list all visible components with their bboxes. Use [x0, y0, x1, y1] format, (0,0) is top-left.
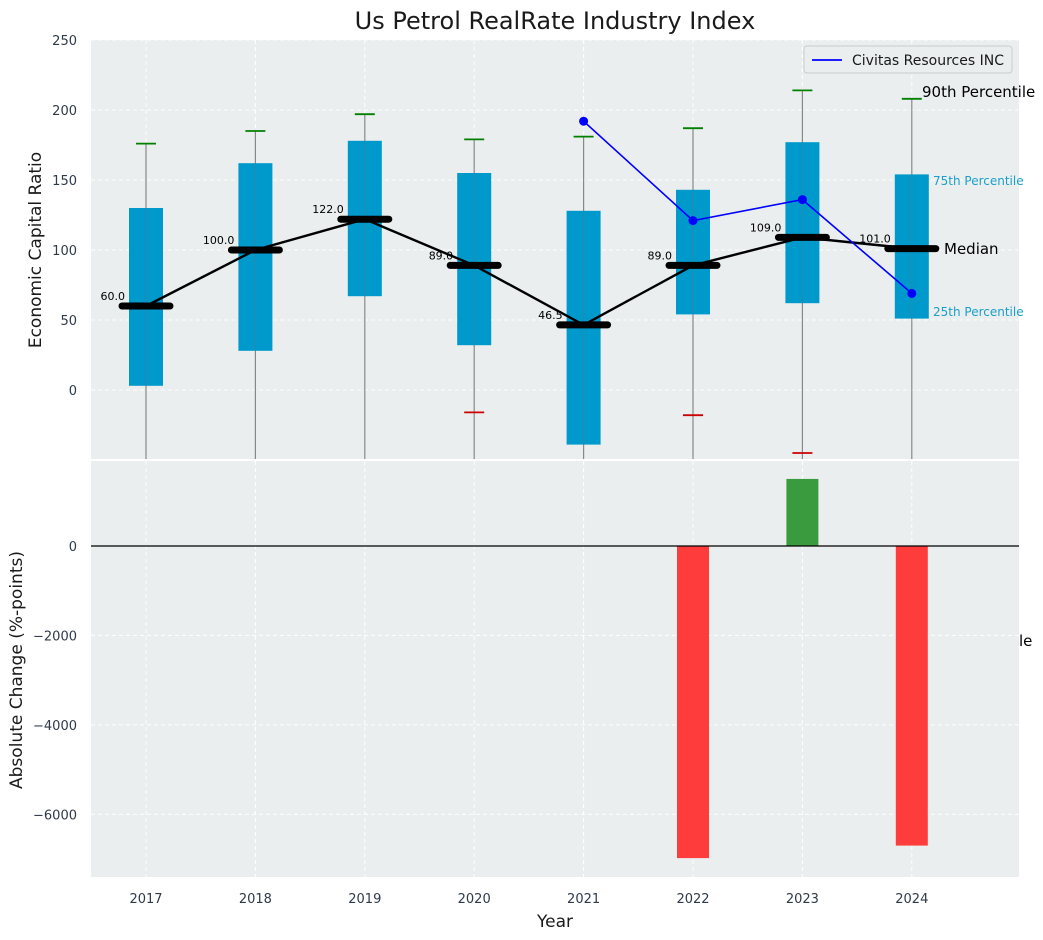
stray-clipped-text: le [1019, 632, 1032, 650]
median-value-label: 46.5 [538, 309, 563, 322]
legend-entry-label: Civitas Resources INC [852, 53, 1004, 69]
legend-box [803, 45, 1013, 74]
p75-annotation: 75th Percentile [933, 174, 1024, 188]
bottom-y-tick-label: −2000 [33, 629, 77, 644]
company-series-point [797, 195, 807, 205]
chart-title: Us Petrol RealRate Industry Index [355, 7, 756, 35]
bottom-y-axis-label: Absolute Change (%-points) [7, 551, 27, 789]
top-y-tick-label: 50 [60, 314, 77, 329]
company-series-point [579, 116, 589, 126]
x-tick-label: 2017 [129, 892, 162, 907]
change-bar [895, 546, 928, 846]
bottom-panel-background [91, 461, 1019, 877]
x-tick-label: 2023 [786, 892, 819, 907]
median-value-label: 100.0 [203, 234, 235, 247]
legend: Civitas Resources INC [803, 45, 1013, 74]
change-bar [677, 546, 709, 859]
median-value-label: 109.0 [750, 221, 782, 234]
top-y-tick-label: 200 [52, 104, 77, 119]
x-tick-labels: 2017 2018 2019 2020 2021 2022 2023 2024 [129, 892, 928, 907]
bottom-y-tick-label: −4000 [33, 719, 77, 734]
median-value-label: 101.0 [859, 233, 891, 246]
top-y-tick-label: 250 [52, 34, 77, 49]
median-value-label: 89.0 [429, 249, 454, 262]
company-series-point [907, 288, 917, 298]
median-trend-line [145, 217, 912, 327]
top-y-tick-label: 150 [52, 174, 77, 189]
x-tick-label: 2021 [567, 892, 600, 907]
p90-annotation: 90th Percentile [922, 83, 1035, 101]
x-tick-label: 2020 [458, 892, 491, 907]
top-y-axis-label: Economic Capital Ratio [26, 152, 46, 348]
median-value-label: 60.0 [101, 290, 126, 303]
company-series-line [583, 120, 913, 295]
p25-annotation: 25th Percentile [933, 305, 1024, 319]
x-tick-label: 2024 [895, 892, 928, 907]
top-y-tick-label: 0 [69, 384, 77, 399]
x-tick-label: 2019 [348, 892, 381, 907]
median-value-label: 122.0 [312, 203, 344, 216]
bottom-y-tick-label: −6000 [33, 808, 77, 823]
change-bar [786, 478, 819, 546]
top-y-tick-label: 100 [52, 244, 77, 259]
company-series-point [688, 216, 698, 226]
bottom-panel-content [91, 478, 1019, 859]
x-tick-label: 2022 [676, 892, 709, 907]
x-tick-label: 2018 [239, 892, 272, 907]
top-panel-content: 60.0 100.0 122.0 89.0 46.5 89.0 109.0 101.0 [101, 89, 940, 459]
median-annotation: Median [944, 240, 999, 258]
x-axis-label: Year [536, 912, 573, 932]
bottom-y-tick-label: 0 [69, 540, 77, 555]
median-value-label: 89.0 [648, 249, 673, 262]
